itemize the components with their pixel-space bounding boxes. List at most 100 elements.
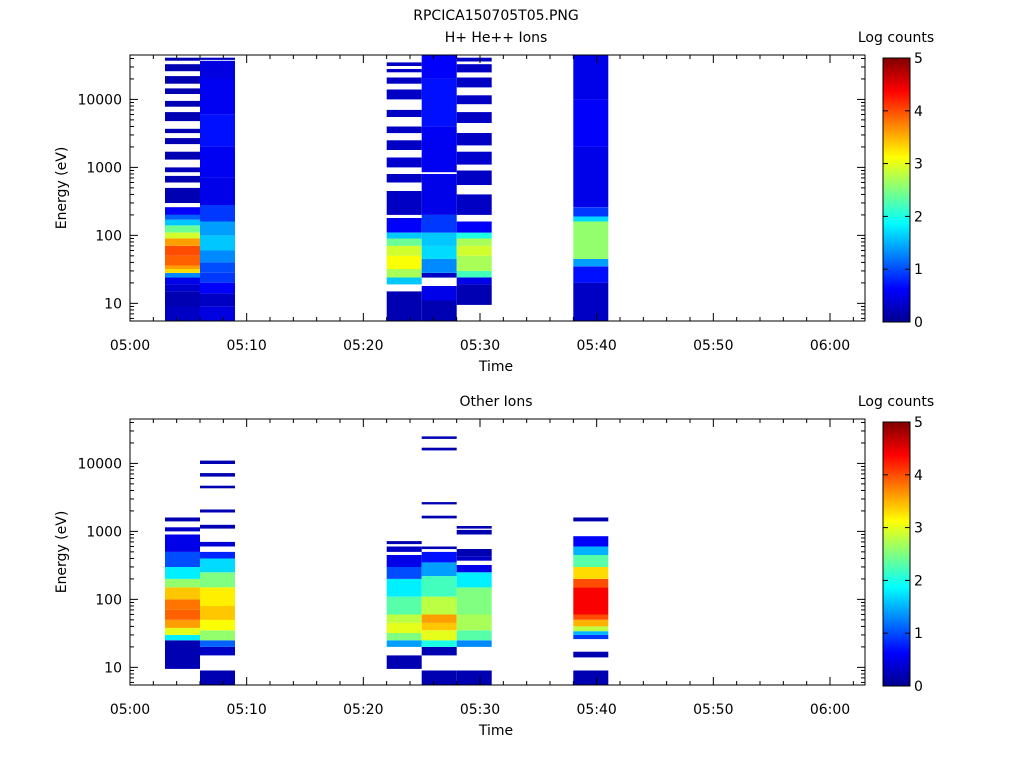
heatmap-cell xyxy=(165,76,200,84)
heatmap-cell xyxy=(421,258,457,273)
heatmap-cell xyxy=(456,112,492,123)
heatmap-cell xyxy=(165,306,200,321)
heatmap-cell xyxy=(165,255,200,266)
heatmap-cell xyxy=(421,562,457,577)
heatmap-cell xyxy=(573,221,609,259)
heatmap-cell xyxy=(456,556,492,561)
heatmap-cell xyxy=(386,640,422,647)
x-axis-label: Time xyxy=(478,359,513,375)
heatmap-cell xyxy=(456,238,492,246)
heatmap-cell xyxy=(573,651,609,658)
heatmap-cell xyxy=(200,293,235,307)
heatmap-cell xyxy=(421,646,457,656)
heatmap-cell xyxy=(165,566,200,579)
colorbar-tick-label: 2 xyxy=(914,209,923,225)
colorbar-tick-label: 3 xyxy=(914,521,923,537)
heatmap-cell xyxy=(456,170,492,185)
heatmap-cell xyxy=(386,126,422,134)
heatmap-cell xyxy=(200,250,235,263)
y-axis-label: Energy (eV) xyxy=(54,511,70,594)
x-tick-label: 05:30 xyxy=(460,702,500,718)
panel-title: Other Ions xyxy=(459,394,532,410)
heatmap-cell xyxy=(456,64,492,73)
colorbar-tick-label: 0 xyxy=(914,315,923,331)
heatmap-cell xyxy=(456,549,492,557)
heatmap-cell xyxy=(386,89,422,100)
heatmap-cell xyxy=(573,146,609,208)
heatmap-cell xyxy=(165,225,200,233)
colorbar-tick-label: 5 xyxy=(914,51,923,67)
x-tick-label: 05:00 xyxy=(110,338,150,354)
heatmap-cell xyxy=(165,527,200,532)
heatmap-cell xyxy=(456,221,492,233)
colorbar-tick-label: 2 xyxy=(914,573,923,589)
heatmap-cell xyxy=(386,140,422,150)
heatmap-cell xyxy=(421,300,457,321)
heatmap-cell xyxy=(456,670,492,685)
heatmap-cell xyxy=(200,78,235,115)
panel-h-he-ions: H+ He++ Ions 05:00 05:10 05:20 05:30 05:40 05… xyxy=(54,30,934,375)
y-tick-label: 10000 xyxy=(77,92,122,108)
x-tick-label: 05:20 xyxy=(343,702,383,718)
axes: 05:00 05:10 05:20 05:30 05:40 05:50 06:00 10 100… xyxy=(77,55,865,354)
heatmap-cell xyxy=(386,277,422,285)
x-tick-label: 05:50 xyxy=(693,338,733,354)
heatmap-cell xyxy=(165,517,200,522)
heatmap-cell xyxy=(165,187,200,203)
heatmap-cell xyxy=(386,255,422,269)
heatmap-cell xyxy=(573,555,609,567)
heatmap-cell xyxy=(421,245,457,259)
heatmap-cell xyxy=(421,126,457,173)
x-tick-label: 05:10 xyxy=(226,702,266,718)
heatmap-cell xyxy=(165,291,200,307)
colorbar-tick-label: 5 xyxy=(914,415,923,431)
heatmap-cell xyxy=(421,232,457,246)
colorbar-tick-label: 1 xyxy=(914,626,923,642)
heatmap-cell xyxy=(165,88,200,94)
x-tick-label: 05:30 xyxy=(460,338,500,354)
heatmap-cell xyxy=(200,572,235,588)
heatmap-cell xyxy=(456,245,492,256)
heatmap-cell xyxy=(165,587,200,600)
heatmap-cell xyxy=(200,221,235,236)
heatmap-cell xyxy=(386,62,422,66)
heatmap-cell xyxy=(386,232,422,239)
heatmap-cell xyxy=(421,640,457,647)
heatmap-cell xyxy=(421,670,457,685)
heatmap-cell xyxy=(200,146,235,178)
plot-frame xyxy=(129,418,866,686)
heatmap-cell xyxy=(386,218,422,233)
heatmap-cell xyxy=(573,207,609,217)
heatmap-cell xyxy=(573,266,609,283)
heatmap-cell xyxy=(456,133,492,146)
heatmap-cell xyxy=(456,529,492,535)
heatmap-cell xyxy=(386,191,422,215)
heatmap-cell xyxy=(200,630,235,641)
y-tick-label: 10 xyxy=(104,660,122,676)
heatmap-cell xyxy=(200,177,235,205)
heatmap-cell xyxy=(200,205,235,222)
y-axis-label: Energy (eV) xyxy=(54,147,70,230)
heatmap-cell xyxy=(421,546,457,550)
heatmap-cell xyxy=(200,273,235,283)
heatmap-cell xyxy=(200,114,235,147)
heatmap-cell xyxy=(165,64,200,72)
heatmap-cell xyxy=(421,596,457,615)
heatmap-cell xyxy=(386,291,422,321)
x-axis-label: Time xyxy=(478,723,513,739)
heatmap-cell xyxy=(386,622,422,633)
heatmap-cell xyxy=(573,546,609,555)
heatmap-cell xyxy=(573,670,609,685)
heatmap-cell xyxy=(456,232,492,239)
heatmap-cells xyxy=(165,55,609,321)
heatmap-cell xyxy=(421,55,457,79)
heatmap-cell xyxy=(456,57,492,62)
panel-other-ions: Other Ions 05:00 05:10 05:20 05:30 05:40 05:5… xyxy=(54,394,934,739)
heatmap-cell xyxy=(573,578,609,588)
heatmap-cell xyxy=(165,265,200,269)
heatmap-cell xyxy=(456,614,492,631)
heatmap-cell xyxy=(165,128,200,134)
heatmap-cell xyxy=(421,622,457,631)
x-tick-label: 06:00 xyxy=(810,338,850,354)
